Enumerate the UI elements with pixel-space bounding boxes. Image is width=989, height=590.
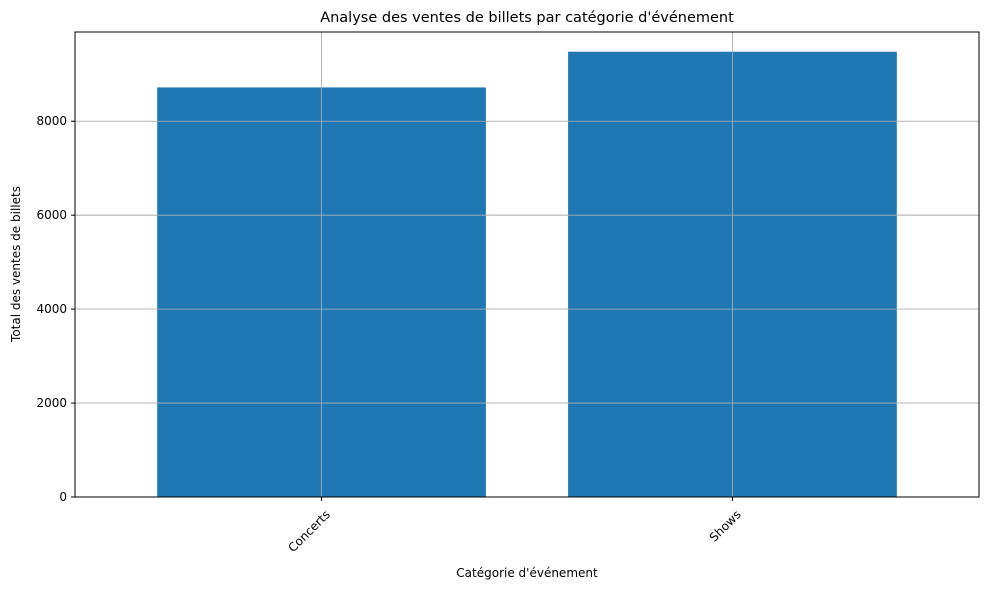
- axes-frame: [74, 31, 980, 498]
- y-axis-label: Total des ventes de billets: [9, 186, 23, 343]
- y-tick-label: 4000: [36, 302, 67, 316]
- x-axis-label: Catégorie d'événement: [456, 566, 598, 580]
- y-tick-label: 2000: [36, 396, 67, 410]
- x-tick-label: Shows: [707, 507, 744, 544]
- y-tick-label: 0: [59, 490, 67, 504]
- x-ticks: Concerts Shows: [285, 497, 744, 555]
- chart-title: Analyse des ventes de billets par catégo…: [320, 10, 734, 26]
- y-ticks: 0 2000 4000 6000 8000: [36, 114, 75, 504]
- bars-layer: [75, 32, 979, 498]
- y-tick-label: 8000: [36, 114, 67, 128]
- x-tick-label: Concerts: [285, 507, 333, 555]
- y-tick-label: 6000: [36, 208, 67, 222]
